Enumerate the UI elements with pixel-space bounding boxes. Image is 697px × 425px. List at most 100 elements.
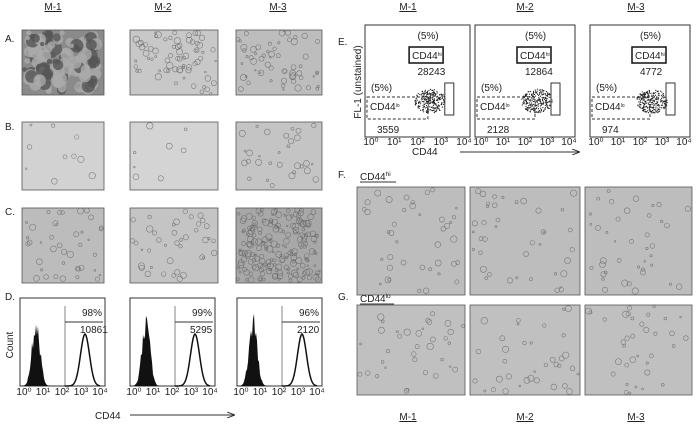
cell	[137, 68, 142, 73]
event-dot	[639, 97, 641, 99]
event-dot	[660, 99, 662, 101]
cell	[248, 271, 254, 277]
x-tick-label: 10⁴	[92, 387, 107, 398]
event-dot	[418, 107, 420, 109]
event-dot	[430, 99, 432, 101]
event-dot	[441, 106, 444, 108]
cell	[562, 351, 570, 359]
event-dot	[662, 101, 664, 103]
cell	[147, 215, 152, 220]
event-dot	[653, 93, 655, 95]
hi-gate-label-sup: hi	[438, 52, 442, 58]
event-dot	[432, 96, 434, 98]
cell	[69, 43, 75, 49]
event-dot	[528, 102, 530, 104]
event-dot	[538, 98, 540, 100]
cell	[625, 311, 631, 317]
event-dot	[662, 100, 664, 102]
event-dot	[643, 91, 645, 94]
event-dot	[529, 110, 531, 112]
cell	[275, 53, 281, 59]
cell	[258, 267, 264, 273]
cell	[240, 62, 244, 65]
event-dot	[430, 96, 432, 98]
cell	[284, 245, 287, 249]
x-tick-label: 10⁰	[233, 387, 248, 398]
cell	[569, 247, 575, 253]
cell	[639, 321, 645, 327]
cell	[461, 323, 465, 328]
event-dot	[641, 107, 644, 109]
cell	[313, 240, 317, 244]
event-dot	[430, 109, 432, 111]
event-dot	[422, 98, 424, 100]
event-dot	[527, 108, 529, 110]
lo-value: 974	[602, 125, 619, 136]
cell	[289, 69, 296, 77]
cell	[644, 232, 650, 238]
event-dot	[643, 107, 645, 109]
cell	[138, 39, 144, 46]
cell	[55, 223, 58, 226]
cell	[255, 124, 259, 128]
event-dot	[437, 101, 439, 103]
event-dot	[416, 99, 418, 101]
event-dot	[425, 98, 427, 100]
cell	[154, 31, 157, 34]
cell	[241, 241, 247, 246]
cell	[276, 161, 283, 168]
event-dot	[644, 106, 646, 108]
cell	[296, 213, 302, 219]
cell	[562, 383, 568, 389]
event-dot	[638, 101, 640, 103]
micrograph	[584, 304, 693, 396]
cell	[492, 194, 497, 200]
cell	[265, 259, 272, 265]
cell	[285, 214, 293, 221]
cell	[266, 263, 272, 268]
event-dot	[547, 95, 549, 97]
event-dot	[436, 90, 438, 92]
cell	[450, 235, 458, 243]
event-dot	[443, 100, 445, 102]
cell	[173, 218, 180, 226]
event-dot	[645, 100, 647, 102]
x-tick-label: 10¹	[387, 137, 402, 148]
event-dot	[652, 100, 654, 102]
event-dot	[437, 95, 439, 97]
event-dot	[656, 102, 658, 104]
cell	[259, 271, 265, 277]
event-dot	[434, 108, 436, 110]
cell	[644, 369, 651, 376]
event-dot	[525, 103, 527, 105]
event-dot	[435, 104, 438, 106]
cell	[402, 208, 407, 213]
cell	[301, 237, 308, 244]
cell	[303, 160, 310, 167]
cell	[380, 257, 384, 261]
cell	[302, 244, 307, 249]
cell	[156, 237, 162, 243]
event-dot	[545, 91, 547, 93]
cell	[660, 383, 665, 387]
cell	[202, 236, 209, 244]
cell	[268, 65, 274, 71]
cell	[46, 58, 53, 65]
event-dot	[532, 90, 535, 93]
event-dot	[537, 108, 540, 110]
cell	[482, 236, 488, 242]
cell	[174, 240, 180, 246]
cell	[560, 207, 565, 212]
cell	[299, 75, 304, 80]
cell	[558, 355, 565, 362]
cell	[172, 66, 179, 73]
cell	[522, 340, 527, 346]
event-dot	[662, 96, 664, 98]
cell	[25, 221, 28, 224]
cell	[244, 252, 252, 259]
micrograph	[21, 207, 105, 284]
event-dot	[430, 92, 432, 95]
cell	[264, 247, 268, 251]
cell	[271, 273, 279, 280]
